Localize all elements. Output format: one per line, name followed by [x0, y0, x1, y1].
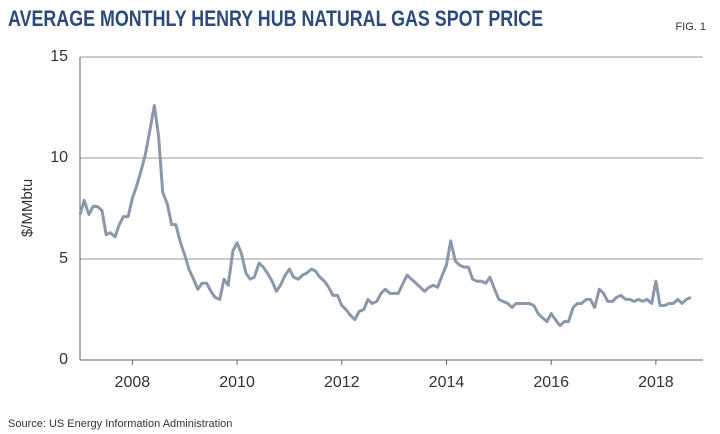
x-tick-label: 2014	[429, 374, 465, 391]
y-axis-label: $/MMbtu	[19, 179, 36, 237]
x-tick-label: 2018	[638, 374, 674, 391]
x-tick-label: 2008	[115, 374, 151, 391]
x-tick-label: 2016	[533, 374, 569, 391]
price-line	[78, 103, 692, 328]
y-tick-label: 15	[50, 48, 68, 65]
y-tick-label: 0	[59, 351, 68, 368]
source-note: Source: US Energy Information Administra…	[8, 418, 232, 430]
chart-title: AVERAGE MONTHLY HENRY HUB NATURAL GAS SP…	[8, 6, 543, 31]
y-tick-label: 10	[50, 149, 68, 166]
x-tick-label: 2012	[324, 374, 360, 391]
y-tick-label: 5	[59, 250, 68, 267]
x-tick-label: 2010	[219, 374, 255, 391]
figure-label: FIG. 1	[675, 21, 706, 33]
